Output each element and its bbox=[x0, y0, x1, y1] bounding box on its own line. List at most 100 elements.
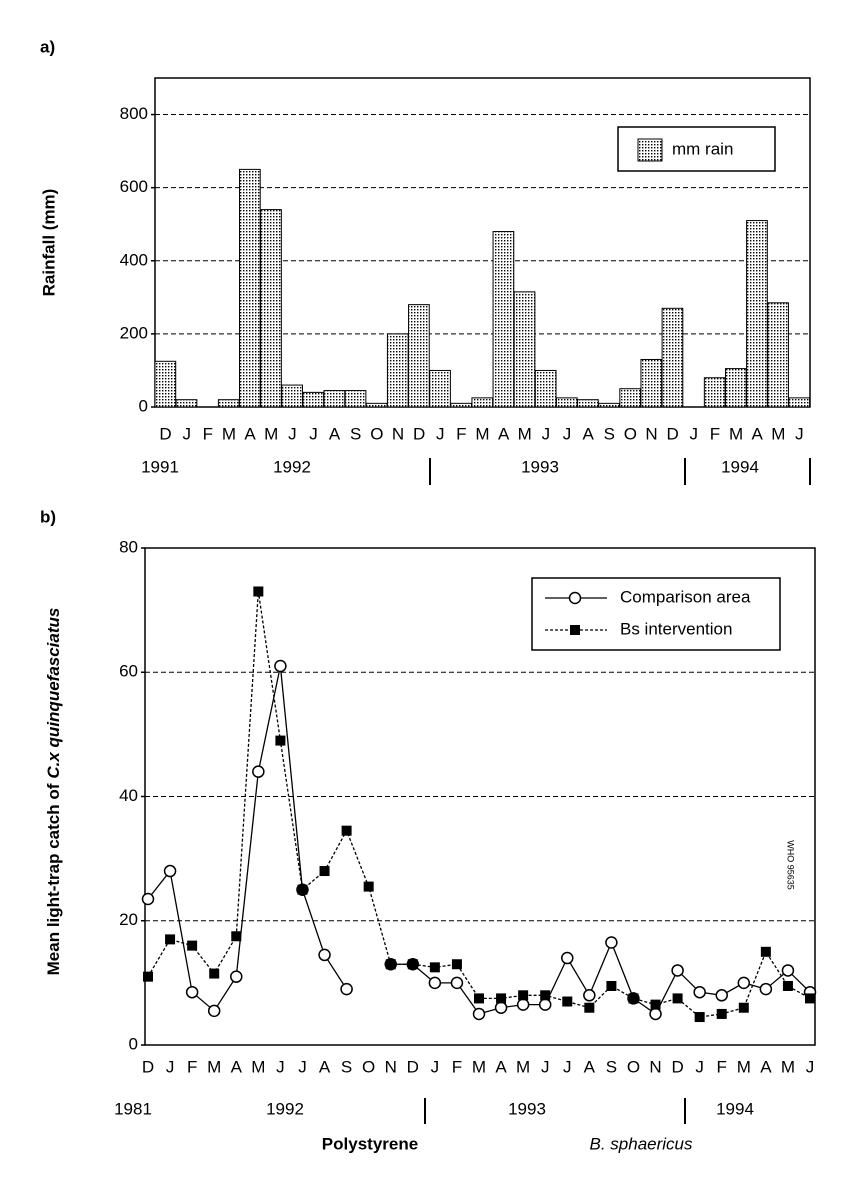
x-tick-label: M bbox=[729, 424, 743, 443]
data-point bbox=[428, 976, 442, 990]
y-axis-label-text: Mean light-trap catch of bbox=[44, 783, 63, 975]
x-tick-label: A bbox=[329, 424, 341, 443]
data-point bbox=[737, 976, 751, 990]
x-tick-label: A bbox=[582, 424, 594, 443]
bar bbox=[175, 399, 198, 408]
year-label: 1992 bbox=[266, 1099, 304, 1118]
x-tick-label: S bbox=[350, 424, 361, 443]
data-point bbox=[253, 586, 264, 597]
year-label: 1993 bbox=[521, 457, 559, 476]
x-tick-label: M bbox=[781, 1057, 795, 1076]
x-tick-label: M bbox=[516, 1057, 530, 1076]
data-point bbox=[606, 980, 617, 991]
x-tick-label: N bbox=[645, 424, 657, 443]
annotation: WHO 95635 bbox=[786, 840, 796, 890]
x-tick-label: J bbox=[298, 1057, 307, 1076]
data-point bbox=[540, 990, 551, 1001]
x-tick-label: A bbox=[584, 1057, 596, 1076]
y-axis-label-species: C.x quinquefasciatus bbox=[44, 608, 63, 779]
bar bbox=[767, 302, 789, 408]
x-tick-label: O bbox=[624, 424, 637, 443]
x-tick-label: J bbox=[563, 424, 572, 443]
x-tick-label: N bbox=[392, 424, 404, 443]
x-tick-label: M bbox=[251, 1057, 265, 1076]
x-tick-label: A bbox=[752, 424, 764, 443]
data-point bbox=[672, 993, 683, 1004]
x-tick-label: F bbox=[710, 424, 720, 443]
bar bbox=[598, 402, 620, 408]
y-tick-label: 20 bbox=[119, 910, 138, 929]
bar bbox=[471, 397, 494, 408]
data-point bbox=[407, 959, 418, 970]
x-tick-label: N bbox=[649, 1057, 661, 1076]
x-tick-label: M bbox=[518, 424, 532, 443]
y-axis-label: Rainfall (mm) bbox=[39, 189, 58, 297]
x-tick-label: S bbox=[341, 1057, 352, 1076]
x-tick-label: J bbox=[276, 1057, 285, 1076]
data-point bbox=[782, 980, 793, 991]
data-point bbox=[693, 985, 706, 999]
x-tick-label: M bbox=[264, 424, 278, 443]
data-point bbox=[207, 1004, 221, 1018]
x-tick-label: J bbox=[690, 424, 699, 443]
data-point bbox=[561, 951, 574, 965]
data-point bbox=[275, 735, 286, 746]
bar bbox=[724, 368, 747, 408]
x-tick-label: F bbox=[187, 1057, 197, 1076]
x-tick-label: J bbox=[436, 424, 445, 443]
x-tick-label: J bbox=[806, 1057, 815, 1076]
x-tick-label: J bbox=[288, 424, 297, 443]
y-tick-label: 0 bbox=[139, 396, 148, 415]
bar bbox=[661, 307, 684, 408]
bar bbox=[703, 377, 726, 408]
x-tick-label: S bbox=[606, 1057, 617, 1076]
year-label: 1991 bbox=[141, 457, 179, 476]
bar bbox=[386, 333, 409, 408]
legend-swatch bbox=[637, 138, 663, 162]
data-point bbox=[429, 962, 440, 973]
x-tick-label: O bbox=[627, 1057, 640, 1076]
x-tick-label: F bbox=[456, 424, 466, 443]
data-point bbox=[760, 946, 771, 957]
x-tick-label: J bbox=[563, 1057, 572, 1076]
x-tick-label: S bbox=[604, 424, 615, 443]
x-tick-label: A bbox=[244, 424, 256, 443]
legend-label: Bs intervention bbox=[620, 619, 732, 638]
bar bbox=[323, 390, 346, 408]
data-point bbox=[209, 968, 220, 979]
data-point bbox=[363, 881, 374, 892]
x-tick-label: M bbox=[737, 1057, 751, 1076]
year-label: 1994 bbox=[721, 457, 759, 476]
data-point bbox=[274, 659, 287, 673]
bar bbox=[344, 390, 367, 408]
bar bbox=[513, 291, 536, 408]
x-tick-label: D bbox=[142, 1057, 154, 1076]
bar bbox=[260, 209, 282, 408]
x-tick-label: A bbox=[319, 1057, 331, 1076]
year-label: 1993 bbox=[508, 1099, 546, 1118]
y-tick-label: 80 bbox=[119, 537, 138, 556]
year-label: 1981 bbox=[114, 1099, 152, 1118]
panel-label: a) bbox=[40, 37, 55, 56]
x-tick-label: J bbox=[431, 1057, 440, 1076]
x-tick-label: M bbox=[475, 424, 489, 443]
x-tick-label: F bbox=[203, 424, 213, 443]
legend-marker bbox=[568, 591, 582, 605]
bar bbox=[640, 358, 663, 408]
data-point bbox=[340, 982, 353, 996]
data-point bbox=[187, 940, 198, 951]
bar bbox=[408, 304, 430, 408]
bar bbox=[450, 402, 473, 408]
bar bbox=[302, 391, 325, 408]
x-tick-label: D bbox=[667, 424, 679, 443]
x-tick-label: D bbox=[413, 424, 425, 443]
y-tick-label: 40 bbox=[119, 786, 138, 805]
data-point bbox=[516, 998, 530, 1011]
series-line bbox=[147, 665, 348, 1012]
x-tick-label: J bbox=[182, 424, 191, 443]
bar bbox=[239, 168, 261, 408]
y-axis-label: Mean light-trap catch of C.x quinquefasci… bbox=[44, 608, 63, 976]
data-point bbox=[584, 1002, 595, 1013]
bar bbox=[788, 397, 811, 408]
x-tick-label: O bbox=[370, 424, 383, 443]
